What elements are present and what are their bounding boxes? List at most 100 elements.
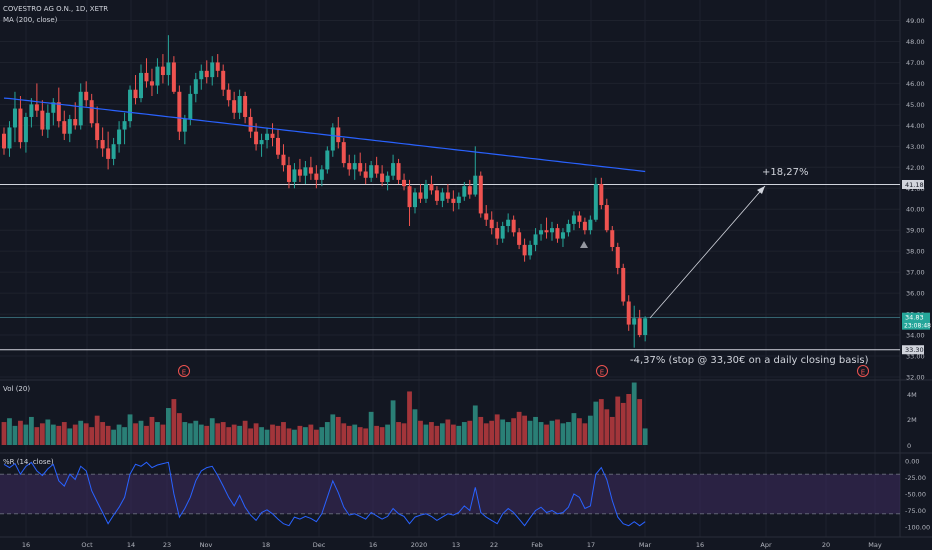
oscillator-indicator-label[interactable]: %R (14, close) [3, 458, 54, 466]
volume-bar [429, 422, 434, 445]
volume-bar [598, 399, 604, 445]
candle-body [423, 184, 428, 199]
time-tick-label: 16 [696, 541, 704, 549]
candle-body [84, 91, 89, 101]
price-tick-label: 33.00 [906, 353, 925, 361]
earnings-event-icon[interactable] [596, 365, 608, 377]
candle-body [23, 116, 28, 143]
volume-bar [313, 429, 319, 445]
candle-body [643, 318, 648, 336]
last-price-badge [902, 312, 930, 330]
volume-bar [511, 418, 517, 445]
candle-body [500, 226, 505, 239]
volume-bar [45, 419, 51, 445]
volume-bar [412, 409, 418, 445]
volume-tick-label: 4M [907, 391, 917, 399]
candle-body [73, 119, 78, 126]
price-tick-label: 46.00 [906, 80, 925, 88]
volume-bar [593, 401, 599, 445]
candle-body [56, 102, 61, 122]
candle-body [2, 133, 6, 149]
candle-body [276, 137, 280, 155]
candle-body [128, 89, 133, 122]
volume-bar [193, 420, 199, 445]
oscillator-tick-label: -25.00 [905, 474, 926, 482]
volume-bar [637, 399, 643, 445]
volume-bar [379, 427, 385, 445]
target-annotation: +18,27% [762, 167, 809, 178]
earnings-event-label: E [600, 369, 604, 377]
price-tick-label: 36.00 [906, 290, 925, 298]
volume-indicator-label[interactable]: Vol (20) [3, 385, 30, 393]
time-axis[interactable]: 16 Oct 14 23 Nov 18 Dec 16 2020 13 22 Feb 17 Mar 16 Apr… [22, 541, 882, 549]
volume-bar [61, 422, 67, 445]
candle-body [67, 119, 72, 134]
time-tick-label: Apr [760, 541, 772, 549]
candle-body [473, 175, 478, 195]
candle-body [560, 232, 565, 239]
volume-bar [620, 402, 626, 445]
price-tick-label: 37.00 [906, 269, 925, 277]
time-tick-label: 22 [490, 541, 498, 549]
time-tick-label: 20 [822, 541, 830, 549]
volume-bar [555, 419, 560, 445]
time-tick-label: Mar [639, 541, 652, 549]
volume-bar [23, 424, 29, 445]
candle-body [226, 89, 231, 101]
volume-bar [18, 420, 23, 445]
volume-bar [166, 408, 171, 445]
volume-bar [472, 405, 478, 445]
volume-bar [604, 409, 610, 445]
volume-bar [34, 427, 40, 445]
volume-bar [363, 428, 369, 445]
earnings-event-icon[interactable] [178, 365, 190, 377]
candle-body [89, 100, 94, 124]
volume-bar [450, 424, 456, 445]
candle-body [445, 192, 450, 199]
candle-body [308, 167, 313, 174]
time-tick-label: 16 [22, 541, 30, 549]
time-tick-label: 13 [452, 541, 460, 549]
earnings-event-icon[interactable] [857, 365, 869, 377]
candle-body [429, 184, 434, 191]
volume-bar [176, 413, 182, 445]
candle-body [319, 169, 324, 180]
candle-body [511, 219, 516, 233]
time-tick-label: 23 [163, 541, 171, 549]
volume-bar [292, 429, 297, 445]
ma-indicator-label[interactable]: MA (200, close) [3, 16, 58, 24]
candle-body [626, 301, 631, 325]
level-badge [902, 179, 924, 189]
candle-body [215, 62, 220, 71]
candle-body [149, 81, 154, 86]
volume-bar [116, 424, 122, 445]
volume-bar [549, 420, 555, 445]
candle-body [303, 167, 308, 176]
ma-200-line [3, 97, 646, 173]
price-tick-label: 32.00 [906, 374, 925, 382]
volume-bar [281, 422, 286, 445]
candle-body [40, 110, 45, 130]
price-tick-label: 49.00 [906, 17, 925, 25]
volume-bar [609, 416, 615, 445]
volume-bar [423, 424, 429, 445]
candle-body [292, 169, 297, 182]
candle-body [111, 144, 116, 159]
oscillator-band [0, 474, 900, 514]
volume-bar [1, 422, 7, 445]
candle-body [155, 66, 160, 86]
symbol-title[interactable]: COVESTRO AG O.N., 1D, XETR [3, 5, 108, 13]
volume-bar [319, 427, 325, 445]
candle-body [528, 244, 533, 256]
candle-body [254, 131, 259, 145]
candle-body [78, 91, 83, 126]
candle-body [160, 66, 165, 76]
volume-bar [231, 424, 237, 445]
time-tick-label: 2020 [411, 541, 428, 549]
candle-body [336, 127, 341, 143]
candle-body [374, 165, 379, 174]
volume-bar [368, 411, 374, 445]
